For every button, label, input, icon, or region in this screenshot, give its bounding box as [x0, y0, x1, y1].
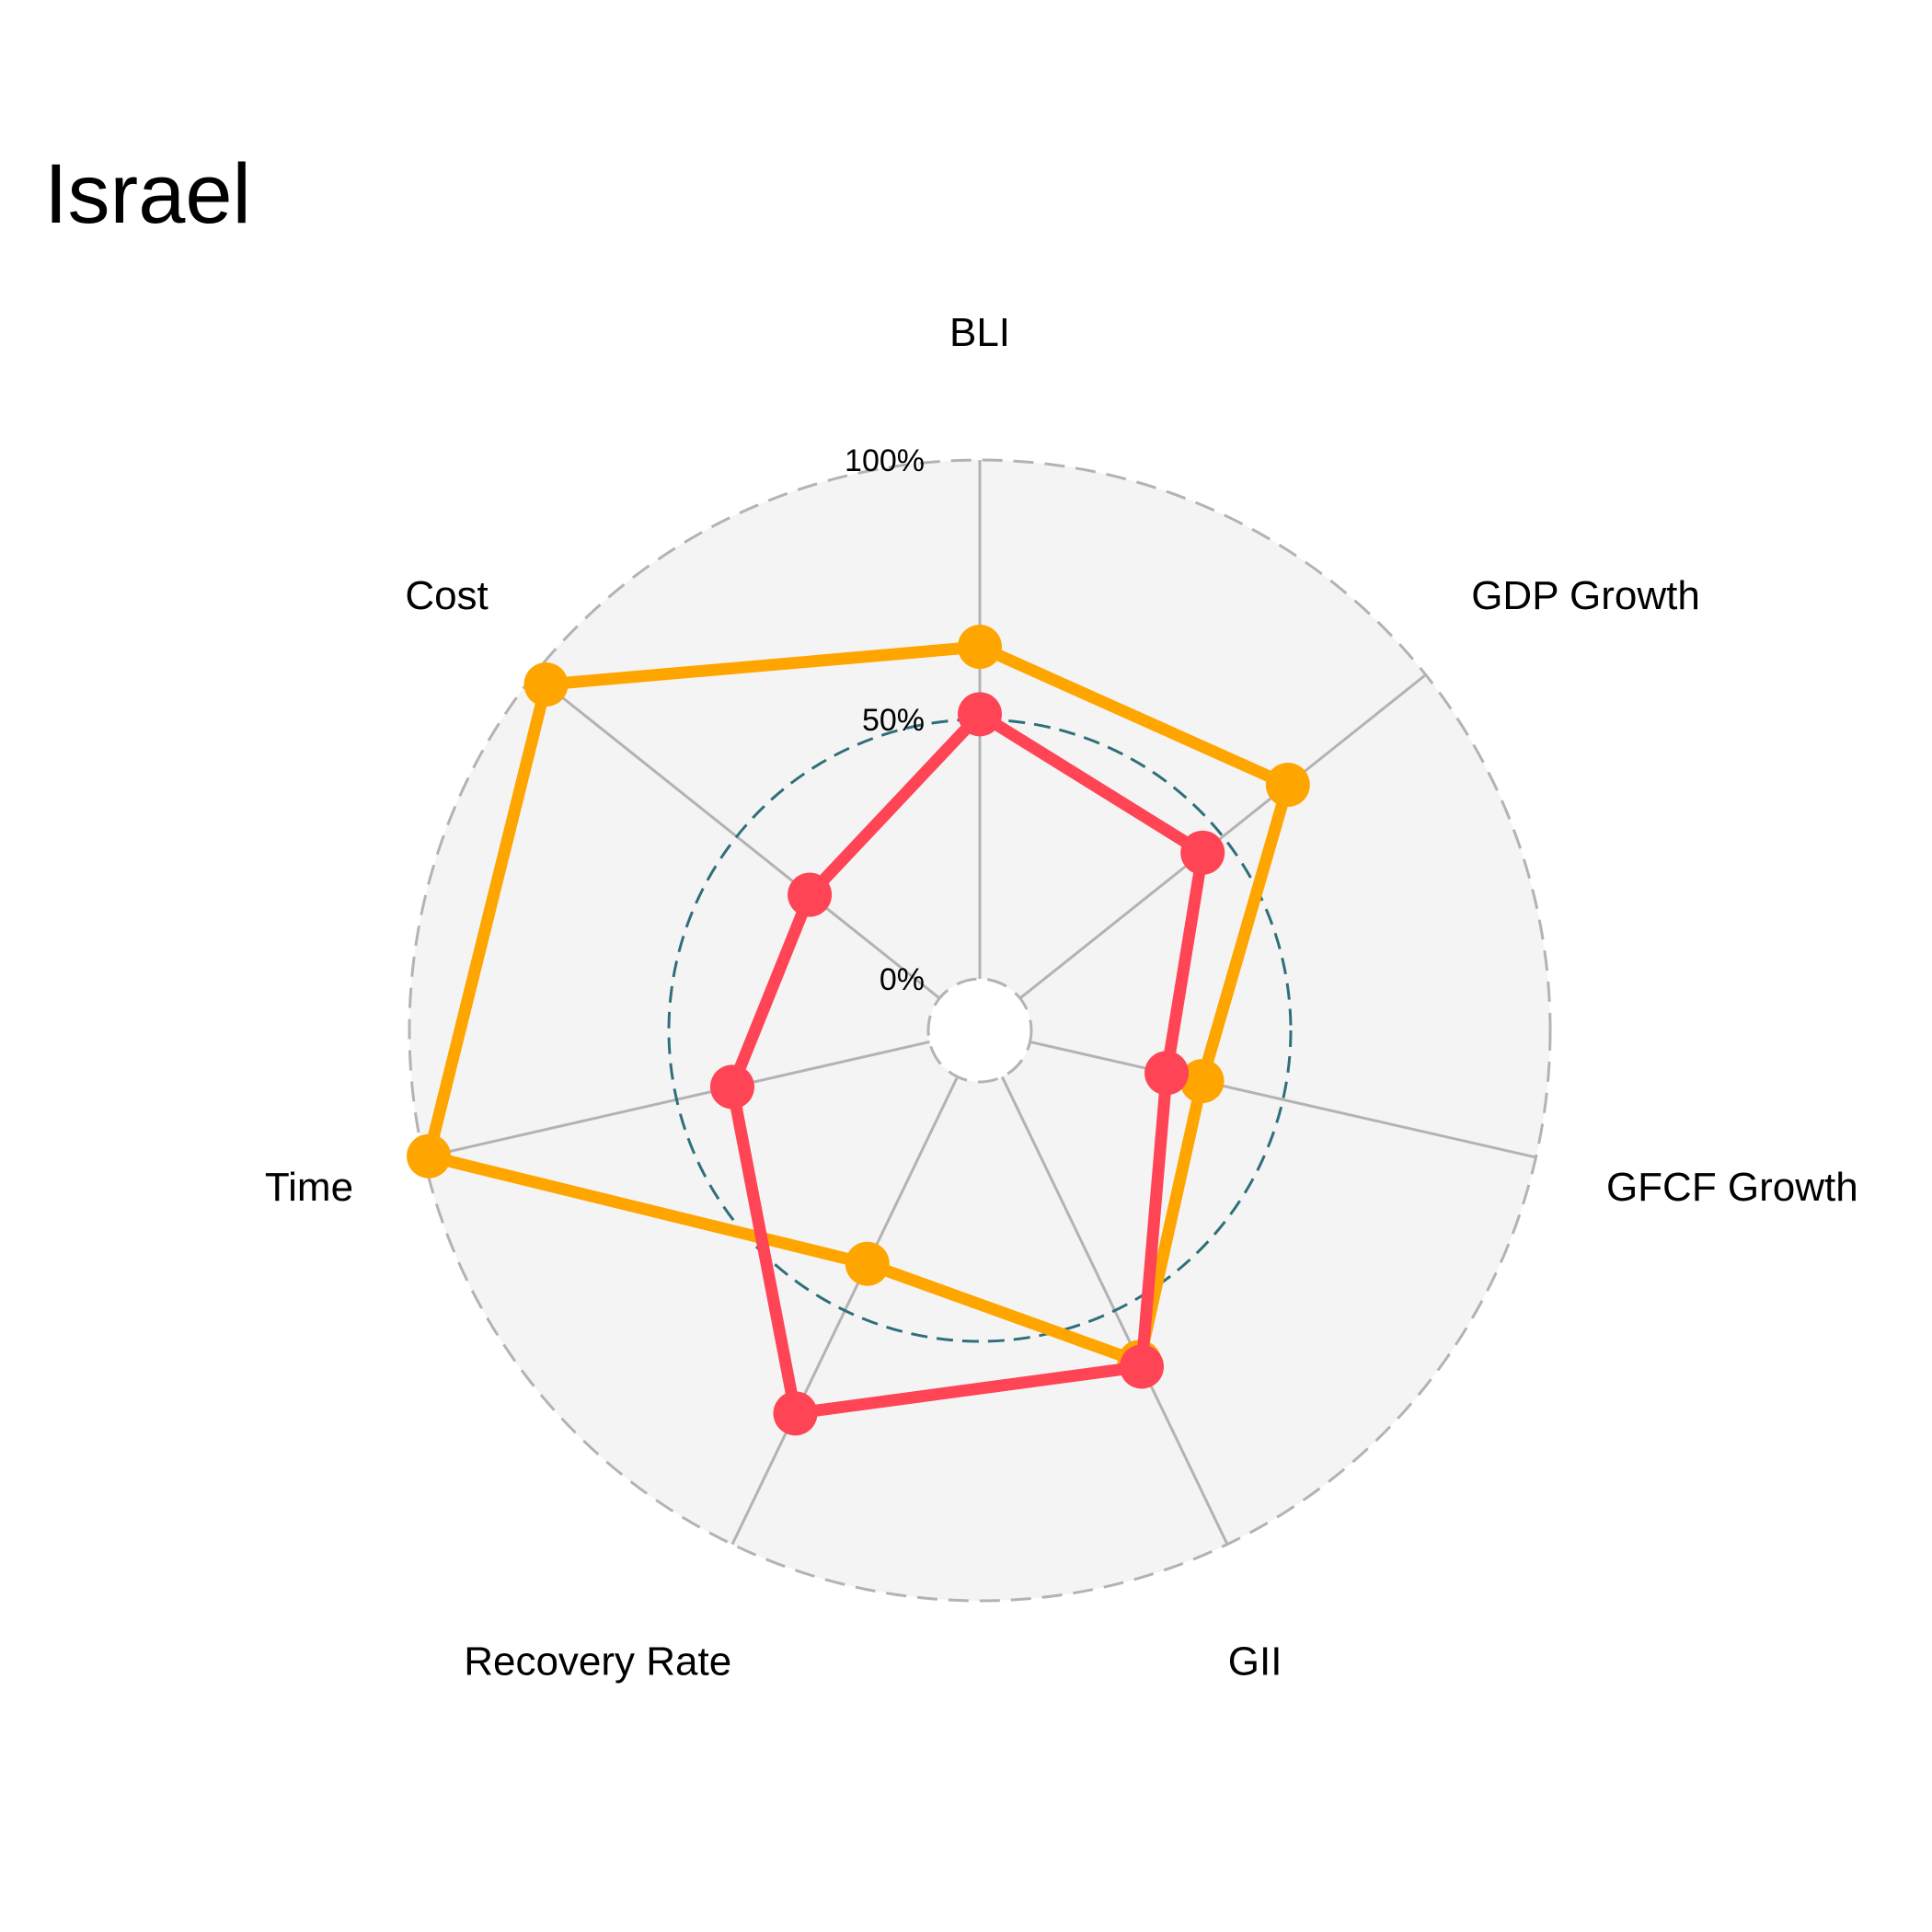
data-point — [1144, 1051, 1190, 1096]
grid — [408, 458, 1552, 1603]
data-point — [1179, 1059, 1225, 1104]
labels: 0% 50% 100% BLI GDP Growth GFCF Growth GII Reco… — [265, 310, 1858, 1685]
grid-ring — [926, 977, 1033, 1084]
radial-tick-label: 100% — [845, 443, 925, 478]
series-group — [407, 625, 1310, 1436]
data-point — [407, 1133, 452, 1179]
data-point — [1180, 830, 1225, 875]
data-point — [788, 872, 833, 917]
data-point — [1265, 762, 1310, 807]
data-point — [709, 1064, 754, 1110]
axis-spoke — [1029, 1040, 1536, 1159]
axis-label: GII — [1228, 1639, 1282, 1685]
axis-label: Recovery Rate — [464, 1639, 731, 1685]
data-point — [1120, 1344, 1165, 1389]
data-point — [845, 1241, 890, 1286]
axis-label: GFCF Growth — [1606, 1165, 1858, 1210]
chart-title: Israel — [44, 147, 251, 241]
radial-tick-label: 0% — [880, 962, 925, 997]
data-point — [523, 661, 569, 707]
axis-label: Time — [265, 1165, 353, 1210]
grid-ring — [408, 458, 1552, 1603]
axis-label: GDP Growth — [1471, 573, 1700, 618]
series-line — [422, 640, 1294, 1368]
data-point — [958, 692, 1002, 737]
grid-ring — [667, 718, 1293, 1343]
axis-label: Cost — [405, 573, 488, 618]
axis-spoke — [1018, 673, 1427, 1000]
radial-tick-label: 50% — [862, 703, 925, 738]
data-point — [958, 625, 1002, 670]
panel-background — [409, 460, 1550, 1601]
data-point — [773, 1391, 818, 1436]
axis-label: BLI — [949, 310, 1010, 355]
series-line — [726, 707, 1209, 1420]
